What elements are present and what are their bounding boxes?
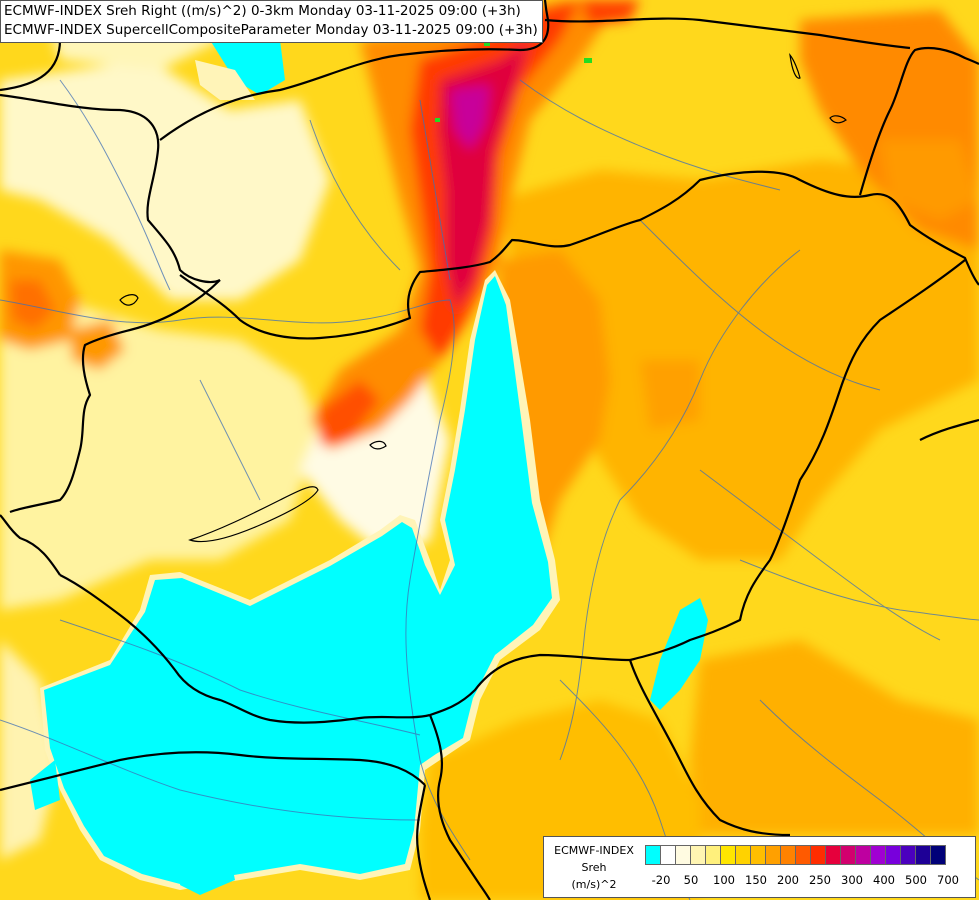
river-danube-upper <box>0 299 471 861</box>
border-hu-ro <box>629 259 966 662</box>
lake-small-1 <box>369 440 387 450</box>
river-east-2 <box>699 469 941 641</box>
lake-neusiedl <box>119 294 139 306</box>
legend-swatch <box>870 845 886 865</box>
lake-small-2 <box>789 52 801 79</box>
legend-swatch <box>795 845 811 865</box>
cyan-area-south <box>180 855 235 895</box>
orange-spot-east <box>880 140 979 220</box>
legend-swatch <box>810 845 826 865</box>
legend-swatch <box>840 845 856 865</box>
pale-area-nw <box>0 60 330 300</box>
legend-label-variable: Sreh <box>581 861 607 874</box>
border-ro-ua <box>919 418 979 441</box>
legend-tick: 700 <box>937 873 959 887</box>
border-at-si <box>0 514 61 576</box>
border-bih-rs <box>415 784 432 900</box>
orange-area-se <box>690 640 979 835</box>
border-rs-ro <box>628 659 791 837</box>
legend-swatch <box>735 845 751 865</box>
legend-swatches <box>645 845 946 865</box>
legend-tick: 300 <box>841 873 863 887</box>
legend-label-unit: (m/s)^2 <box>571 878 617 891</box>
cyan-area-east-lake <box>650 598 708 710</box>
border-hr-rs <box>428 714 491 900</box>
river-east-1 <box>639 219 881 391</box>
legend-swatch <box>720 845 736 865</box>
river-morava <box>309 119 401 271</box>
legend-tick: 500 <box>905 873 927 887</box>
legend-label-source: ECMWF-INDEX <box>554 844 634 857</box>
lakes <box>119 52 847 543</box>
legend-swatch <box>915 845 931 865</box>
cyan-area-core <box>44 276 552 884</box>
cyan-regions <box>30 40 708 895</box>
rivers <box>0 79 979 900</box>
legend-ticks: -20 50 100 150 200 250 300 400 500 700 <box>646 873 971 889</box>
scp-marker <box>584 58 592 63</box>
red-blob-center <box>320 380 380 445</box>
scp-markers <box>435 42 592 122</box>
border-sk-pl <box>544 17 911 50</box>
legend-tick: 250 <box>809 873 831 887</box>
legend-tick: 100 <box>713 873 735 887</box>
cyan-area-top <box>210 40 285 95</box>
legend-swatch <box>885 845 901 865</box>
legend-swatch <box>675 845 691 865</box>
color-legend: ECMWF-INDEX Sreh (m/s)^2 -20 50 100 150 200 2… <box>543 836 976 898</box>
border-hr-bih <box>0 751 426 792</box>
river-north <box>519 79 781 191</box>
legend-swatch <box>645 845 661 865</box>
river-drava <box>59 619 421 736</box>
legend-tick: 150 <box>745 873 767 887</box>
magenta-core <box>450 85 490 150</box>
orange-spot-mid <box>640 360 700 430</box>
scp-marker <box>435 118 440 122</box>
border-at-hu <box>9 279 221 514</box>
legend-swatch <box>660 845 676 865</box>
title-line-1: ECMWF-INDEX Sreh Right ((m/s)^2) 0-3km M… <box>4 3 521 19</box>
legend-tick: -20 <box>651 873 671 887</box>
border-hu-rs <box>429 653 631 717</box>
legend-swatch <box>825 845 841 865</box>
border-sk-hu-south <box>179 170 979 340</box>
river-sava <box>0 719 421 821</box>
legend-swatch <box>930 845 946 865</box>
legend-tick: 50 <box>683 873 699 887</box>
river-west-2 <box>199 379 261 501</box>
legend-swatch <box>690 845 706 865</box>
cyan-area-top-pale <box>195 60 255 100</box>
river-vah <box>419 99 451 281</box>
legend-swatch <box>705 845 721 865</box>
scp-marker <box>484 42 490 46</box>
border-czech-austria <box>0 93 221 284</box>
lake-small-3 <box>829 115 847 124</box>
legend-swatch <box>765 845 781 865</box>
legend-tick: 400 <box>873 873 895 887</box>
legend-swatch <box>855 845 871 865</box>
lake-balaton <box>188 486 319 543</box>
legend-swatch <box>900 845 916 865</box>
river-mures <box>739 559 979 621</box>
legend-swatch <box>750 845 766 865</box>
orange-area-east <box>500 160 979 560</box>
border-sk-ua <box>858 46 979 196</box>
red-top-right <box>580 0 640 25</box>
map-title: ECMWF-INDEX Sreh Right ((m/s)^2) 0-3km M… <box>0 0 543 43</box>
border-hu-hr <box>59 574 431 724</box>
legend-tick: 200 <box>777 873 799 887</box>
title-line-2: ECMWF-INDEX SupercellCompositeParameter … <box>4 22 538 38</box>
cyan-area-sw <box>30 760 60 810</box>
red-blob-west <box>10 280 55 330</box>
river-tisza <box>559 249 801 761</box>
legend-swatch <box>780 845 796 865</box>
river-west-1 <box>59 79 171 291</box>
